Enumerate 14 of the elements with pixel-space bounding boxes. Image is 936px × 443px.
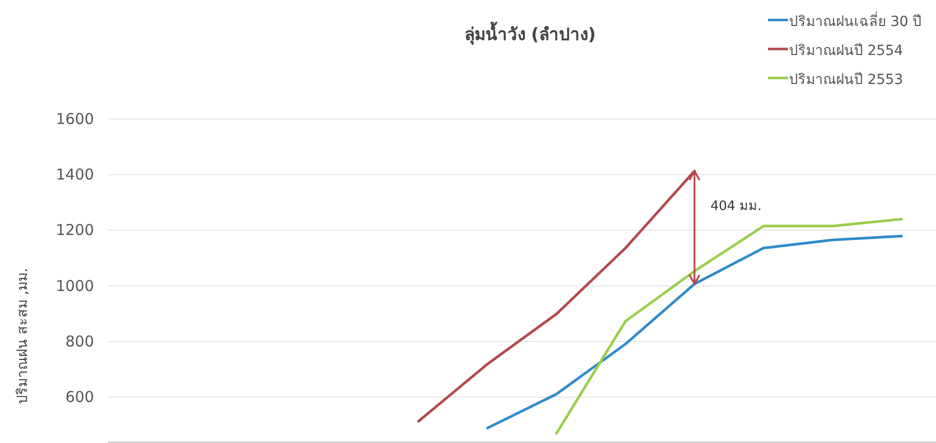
legend-label: ปริมาณฝนปี 2554 <box>789 43 904 59</box>
y-tick-label: 600 <box>65 388 94 406</box>
y-tick-label: 1200 <box>56 221 94 240</box>
legend-label: ปริมาณฝนปี 2553 <box>789 72 904 88</box>
line-series <box>555 218 903 435</box>
y-tick-label: 800 <box>65 332 94 350</box>
y-tick-label: 1400 <box>56 166 94 184</box>
annotation: 404 มม. <box>710 198 762 214</box>
line-series <box>486 234 903 430</box>
legend-label: ปริมาณฝนเฉลี่ย 30 ปี <box>789 12 922 30</box>
y-tick-label: 1600 <box>56 110 94 128</box>
chart-title: ลุ่มน้ำวัง (ลำปาง) <box>464 21 596 45</box>
y-axis-title: ปริมาณฝน สะสม ,มม. <box>15 268 31 404</box>
y-tick-label: 1000 <box>56 276 94 295</box>
